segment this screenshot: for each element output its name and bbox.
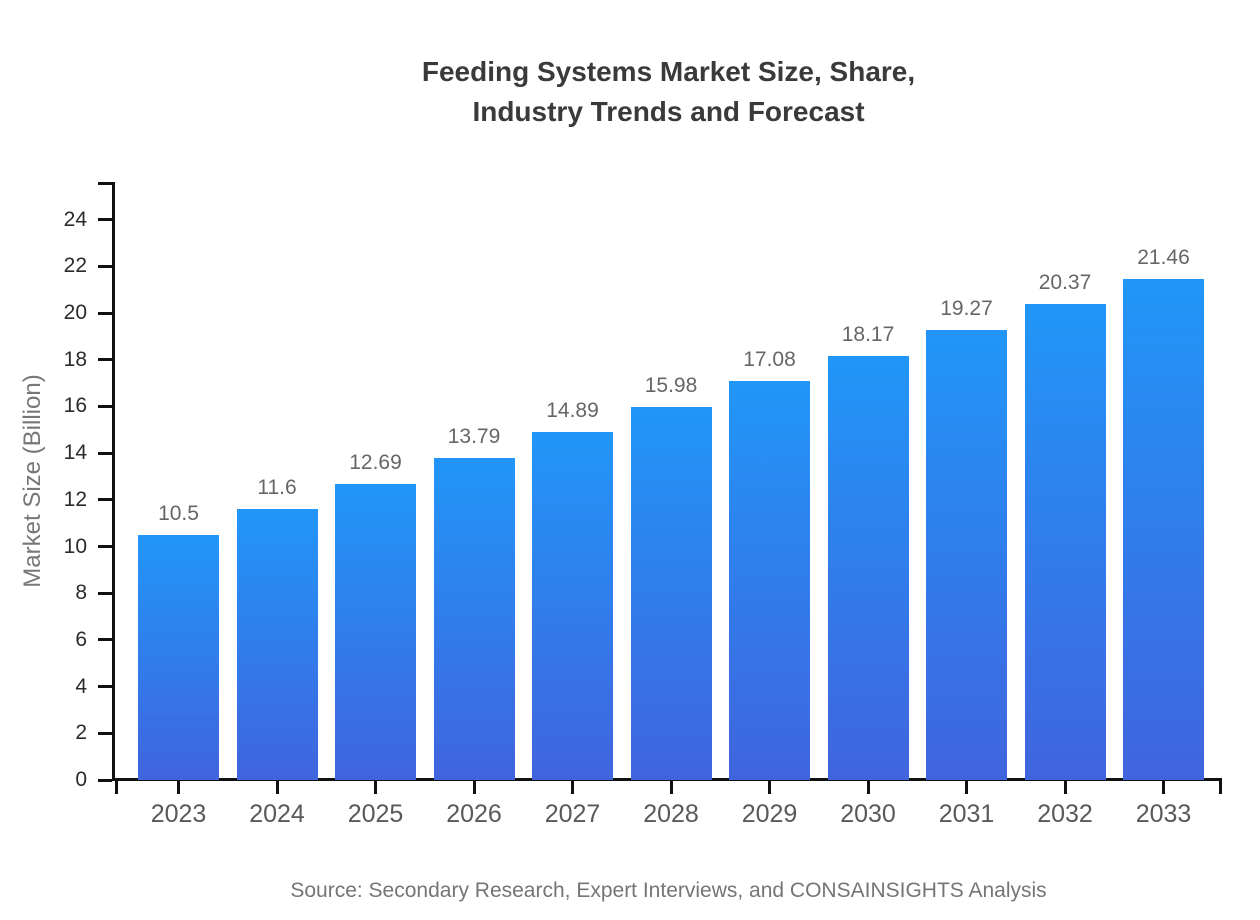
bar-value-label-2033: 21.46 <box>1137 245 1190 269</box>
y-axis-tick <box>98 591 112 595</box>
bar-value-label-2031: 19.27 <box>940 297 993 321</box>
x-axis-tick <box>1063 780 1067 794</box>
y-axis-tick-label: 6 <box>75 627 87 651</box>
y-axis-tick-label: 8 <box>75 581 87 605</box>
source-note: Source: Secondary Research, Expert Inter… <box>290 879 1047 902</box>
bar-value-label-2027: 14.89 <box>546 399 599 423</box>
y-axis-end-cap-tick <box>98 182 115 185</box>
y-axis-tick-label: 22 <box>63 254 87 278</box>
bar-2027 <box>532 432 613 780</box>
y-axis-tick <box>98 498 112 502</box>
x-axis-tick <box>866 780 870 794</box>
y-axis-tick-label: 2 <box>75 721 87 745</box>
y-axis-tick <box>98 778 112 782</box>
y-axis-tick <box>98 545 112 548</box>
plot-area: 0 2 4 6 8 10 12 14 16 18 20 22 24 10.5 2023 11.6 2024 12.… <box>64 182 1222 828</box>
y-axis-tick-label: 10 <box>63 534 87 558</box>
y-axis-tick <box>98 358 112 362</box>
x-axis-tick-label-2032: 2032 <box>1037 800 1093 828</box>
x-axis-tick <box>177 780 180 794</box>
bar-value-label-2023: 10.5 <box>158 501 199 525</box>
x-axis-tick-label-2024: 2024 <box>249 800 305 828</box>
y-axis-tick-label: 4 <box>75 674 87 698</box>
x-axis-tick-label-2030: 2030 <box>840 800 896 828</box>
x-axis-tick-label-2027: 2027 <box>544 800 601 828</box>
y-axis-line <box>112 182 115 781</box>
bar-value-label-2028: 15.98 <box>644 373 698 397</box>
x-axis-tick-label-2025: 2025 <box>347 800 404 828</box>
x-axis-tick-label-2023: 2023 <box>150 800 207 828</box>
x-axis-tick-label-2033: 2033 <box>1135 800 1192 828</box>
chart-title-line-2: Industry Trends and Forecast <box>472 96 865 127</box>
bar-value-label-2026: 13.79 <box>447 425 501 448</box>
y-axis-tick <box>98 311 112 315</box>
bar-value-label-2024: 11.6 <box>257 476 297 500</box>
x-axis-tick <box>275 780 279 794</box>
x-axis-tick <box>669 780 673 794</box>
bar-2026 <box>433 458 515 780</box>
bar-2023 <box>138 534 219 780</box>
x-axis-tick <box>571 780 574 794</box>
y-axis-tick <box>98 218 112 222</box>
bar-2033 <box>1123 278 1204 780</box>
bar-value-label-2025: 12.69 <box>349 450 402 474</box>
y-axis-tick <box>98 451 112 455</box>
x-axis-tick <box>1162 780 1165 794</box>
x-axis-tick-label-2028: 2028 <box>643 800 699 828</box>
bar-2024 <box>236 509 318 780</box>
x-axis-tick <box>374 780 377 794</box>
x-axis-tick-label-2026: 2026 <box>446 800 502 828</box>
x-axis-tick <box>472 780 476 794</box>
y-axis-tick-label: 14 <box>63 441 87 465</box>
y-axis-tick-label: 20 <box>63 301 87 324</box>
bar-2028 <box>630 406 712 780</box>
y-axis-tick-label: 0 <box>75 768 87 791</box>
x-axis-tick-label-2031: 2031 <box>938 800 995 828</box>
bar-2025 <box>335 483 416 780</box>
y-axis-tick-label: 12 <box>63 487 87 511</box>
y-axis-tick <box>98 731 112 735</box>
bar-2030 <box>827 355 909 780</box>
bar-value-label-2032: 20.37 <box>1038 271 1092 295</box>
y-axis-tick <box>98 685 112 689</box>
y-axis-tick <box>98 404 112 408</box>
y-axis-tick-label: 16 <box>63 394 87 418</box>
bar-value-label-2030: 18.17 <box>841 322 895 346</box>
bar-2029 <box>729 381 810 780</box>
x-axis-tick <box>768 780 771 794</box>
y-axis-tick <box>98 264 112 268</box>
x-axis-origin-tick <box>115 780 118 794</box>
y-axis-tick-label: 24 <box>63 207 87 231</box>
chart-title-line-1: Feeding Systems Market Size, Share, <box>421 56 916 87</box>
x-axis-end-cap-tick <box>1219 780 1222 794</box>
y-axis-tick <box>98 638 112 642</box>
bar-2032 <box>1024 304 1106 780</box>
y-axis-tick-label: 18 <box>63 347 87 371</box>
bar-2031 <box>926 330 1007 780</box>
bar-value-label-2029: 17.08 <box>743 348 796 372</box>
x-axis-tick <box>965 780 968 794</box>
chart-title: Feeding Systems Market Size, Share, Indu… <box>115 52 1222 132</box>
x-axis-tick-label-2029: 2029 <box>741 800 798 828</box>
